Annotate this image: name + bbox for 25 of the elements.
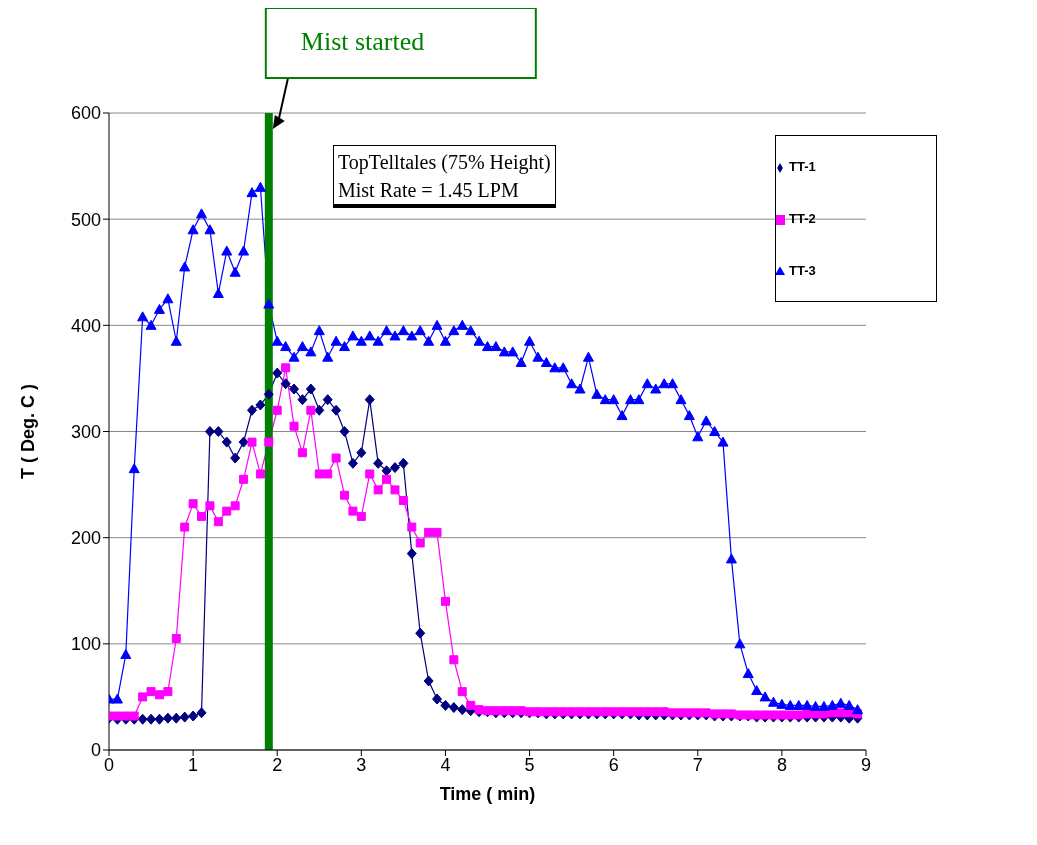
y-tick-label: 600 xyxy=(70,103,101,124)
x-tick-label: 0 xyxy=(103,754,115,775)
y-tick-label: 0 xyxy=(90,740,101,761)
annotation: Mist Rate = 1.45 LPM xyxy=(338,178,520,203)
x-tick-label: 6 xyxy=(608,754,619,775)
y-tick-label: 300 xyxy=(70,421,101,442)
annotation: TopTelltales (75% Height) xyxy=(338,150,551,176)
x-axis-title: Time ( min) xyxy=(439,784,536,804)
y-tick-label: 400 xyxy=(70,315,101,336)
x-tick-label: 8 xyxy=(776,754,787,775)
y-tick-label: 100 xyxy=(70,634,101,655)
y-axis-title: T ( Deg. C ) xyxy=(18,384,39,479)
x-tick-label: 7 xyxy=(692,754,703,775)
x-tick-label: 3 xyxy=(356,754,367,775)
legend-label: TT-3 xyxy=(789,263,816,278)
ref-line-label: Mist started xyxy=(300,27,425,56)
x-tick-label: 1 xyxy=(188,754,199,775)
y-tick-label: 500 xyxy=(70,209,101,230)
legend-label: TT-1 xyxy=(789,159,816,174)
y-tick-label: 200 xyxy=(70,528,101,549)
legend-label: TT-2 xyxy=(789,211,816,226)
x-tick-label: 4 xyxy=(440,754,451,775)
x-tick-label: 5 xyxy=(524,754,535,775)
x-tick-label: 2 xyxy=(272,754,283,775)
x-tick-label: 9 xyxy=(860,754,872,775)
